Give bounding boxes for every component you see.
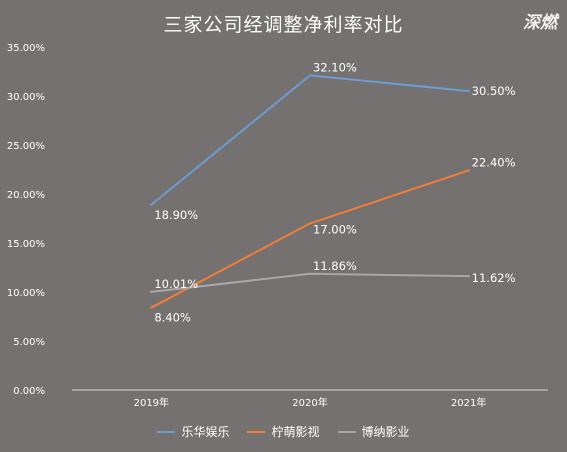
watermark-logo: 深燃 bbox=[523, 13, 557, 33]
data-point bbox=[150, 203, 153, 206]
y-tick-label: 5.00% bbox=[13, 337, 45, 348]
legend-swatch bbox=[337, 430, 356, 433]
y-tick-label: 25.00% bbox=[7, 141, 45, 152]
legend-label: 柠萌影视 bbox=[271, 425, 320, 439]
data-label: 10.01% bbox=[154, 277, 198, 291]
x-tick-label: 2019年 bbox=[134, 396, 169, 409]
y-tick-label: 10.00% bbox=[7, 288, 45, 299]
y-tick-label: 35.00% bbox=[7, 43, 45, 54]
y-tick-label: 20.00% bbox=[7, 190, 45, 201]
y-tick-label: 15.00% bbox=[7, 239, 45, 250]
data-point bbox=[150, 290, 153, 294]
data-label: 11.62% bbox=[472, 271, 516, 285]
y-tick-label: 30.00% bbox=[7, 92, 45, 103]
data-point bbox=[308, 272, 312, 275]
chart-legend: 乐华娱乐 柠萌影视 博纳影业 bbox=[0, 423, 567, 440]
data-point bbox=[467, 274, 470, 278]
data-point bbox=[150, 306, 153, 309]
legend-item: 柠萌影视 bbox=[247, 423, 320, 440]
x-tick-label: 2020年 bbox=[292, 396, 327, 409]
chart-title: 三家公司经调整净利率对比 bbox=[163, 14, 404, 36]
data-label: 22.40% bbox=[472, 155, 516, 169]
data-point bbox=[467, 89, 470, 93]
legend-swatch bbox=[157, 430, 176, 433]
legend-label: 乐华娱乐 bbox=[181, 425, 230, 439]
legend-swatch bbox=[247, 430, 266, 433]
y-tick-label: 0.00% bbox=[13, 386, 45, 397]
data-label: 32.10% bbox=[313, 60, 357, 74]
x-tick-label: 2021年 bbox=[451, 396, 486, 409]
data-point bbox=[308, 74, 312, 77]
data-label: 8.40% bbox=[154, 311, 191, 325]
data-label: 30.50% bbox=[472, 84, 516, 98]
data-point bbox=[308, 222, 312, 225]
legend-label: 博纳影业 bbox=[361, 425, 410, 439]
data-label: 11.86% bbox=[313, 259, 357, 273]
data-point bbox=[467, 169, 470, 172]
data-label: 17.00% bbox=[313, 222, 357, 236]
legend-item: 乐华娱乐 bbox=[157, 423, 229, 440]
legend-item: 博纳影业 bbox=[337, 423, 410, 440]
data-label: 18.90% bbox=[154, 208, 198, 222]
